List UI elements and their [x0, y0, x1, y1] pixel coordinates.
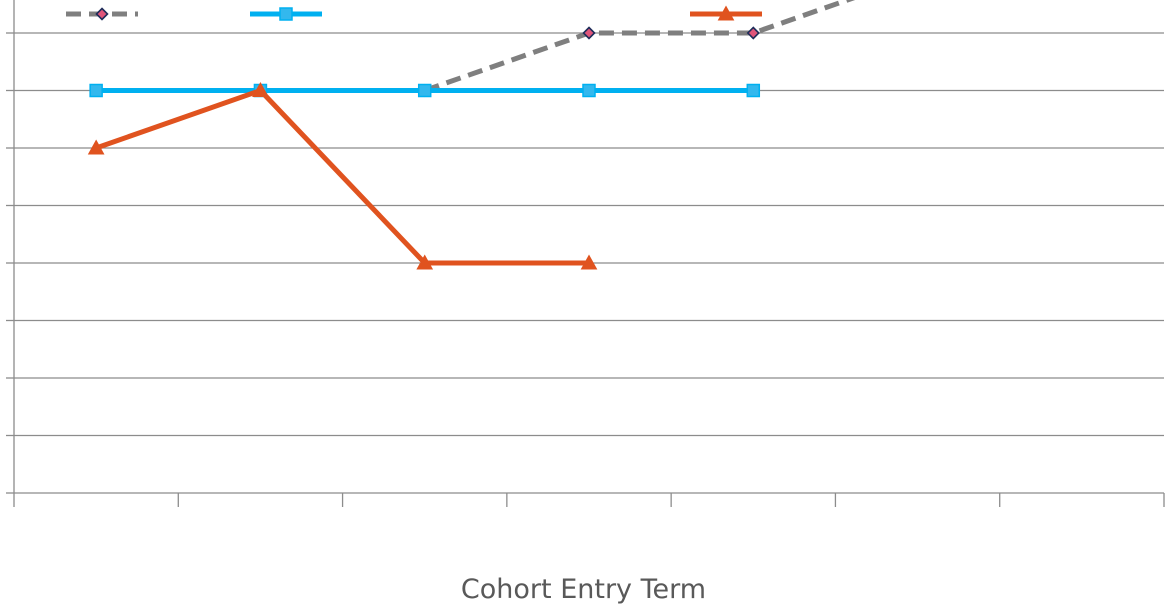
data-point — [582, 83, 596, 98]
legend — [66, 5, 762, 21]
data-point — [417, 83, 432, 98]
data-point — [746, 83, 761, 98]
series-3 — [87, 81, 598, 270]
data-point — [582, 26, 596, 40]
legend-entry-2 — [250, 7, 322, 21]
series-line — [423, 0, 856, 93]
data-point — [416, 254, 434, 270]
legend-marker — [717, 5, 735, 21]
series-group — [87, 0, 856, 270]
series-line — [95, 88, 589, 266]
legend-entry-1 — [66, 7, 138, 21]
data-point — [87, 139, 105, 155]
axes — [6, 0, 1165, 507]
legend-entry-3 — [690, 5, 762, 21]
data-point — [89, 83, 103, 98]
data-point — [580, 254, 598, 270]
x-axis-title: Cohort Entry Term — [460, 574, 707, 605]
legend-marker — [95, 7, 109, 21]
data-point — [746, 26, 760, 40]
series-2 — [89, 83, 761, 98]
legend-marker — [279, 7, 293, 21]
data-point — [252, 81, 269, 97]
